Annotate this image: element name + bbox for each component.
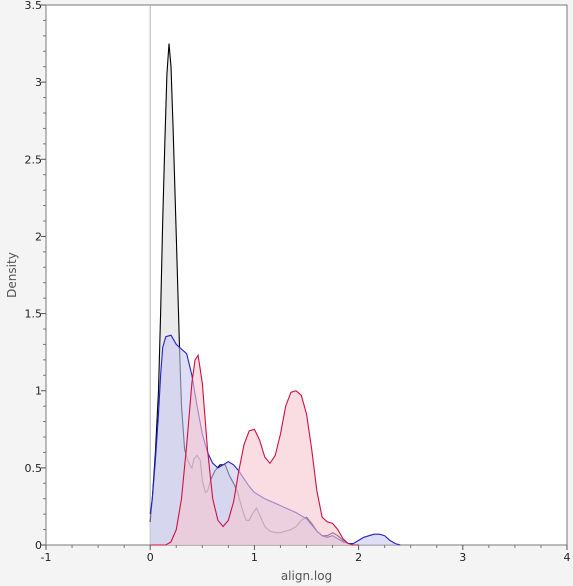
y-axis-label: Density — [5, 252, 19, 298]
x-tick-label: 3 — [459, 551, 466, 564]
y-tick-label: 1 — [35, 385, 42, 398]
series-3-line — [150, 353, 359, 546]
y-tick-label: 0 — [35, 539, 42, 552]
y-tick-label: 1.5 — [25, 308, 43, 321]
series-2-area — [150, 335, 401, 545]
tick-layer: -1 0 1 2 3 400.511.522.533.5 — [25, 0, 571, 564]
y-tick-label: 3 — [35, 76, 42, 89]
x-tick-label: -1 — [41, 551, 52, 564]
series-layer — [149, 43, 401, 546]
y-tick-label: 0.5 — [25, 462, 43, 475]
y-tick-label: 2 — [35, 230, 42, 243]
series-3-area — [150, 355, 359, 545]
y-tick-label: 3.5 — [25, 0, 43, 12]
x-axis-label: align.log — [281, 569, 332, 583]
x-tick-label: 0 — [147, 551, 154, 564]
x-tick-label: 2 — [355, 551, 362, 564]
x-tick-label: 4 — [564, 551, 571, 564]
x-tick-label: 1 — [251, 551, 258, 564]
y-tick-label: 2.5 — [25, 153, 43, 166]
